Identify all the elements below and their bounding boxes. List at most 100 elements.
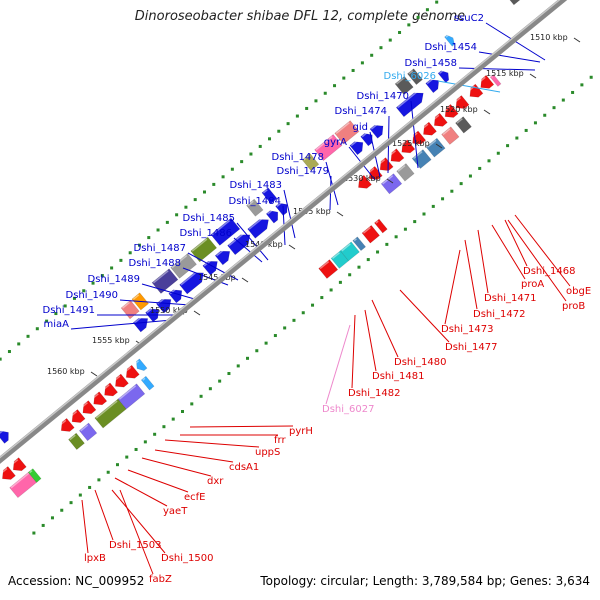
- tick-dot: [190, 402, 194, 406]
- leader-line: [514, 214, 571, 287]
- gene-label-lpxb: lpxB: [84, 553, 106, 564]
- tick-dot: [264, 341, 268, 345]
- tick-dot: [184, 205, 188, 209]
- tick-dot: [496, 151, 500, 155]
- tick-dot: [175, 213, 179, 217]
- backbone-highlight: [0, 0, 561, 459]
- genome-backbone: [0, 0, 568, 464]
- leader-line: [504, 219, 528, 267]
- tick-dot: [106, 470, 110, 474]
- tick-dot: [407, 23, 411, 27]
- tick-dot: [329, 288, 333, 292]
- forward-gene: [425, 77, 440, 94]
- gene-label-dshi_1468: Dshi_1468: [523, 266, 575, 277]
- scale-label: 1530 kbp: [343, 174, 381, 183]
- scale-tick: [386, 178, 394, 184]
- leader-line: [444, 249, 461, 325]
- tick-dot: [0, 357, 2, 361]
- tick-dot: [366, 258, 370, 262]
- tick-dot: [295, 114, 299, 118]
- tick-dot: [236, 364, 240, 368]
- reverse-gene: [420, 121, 437, 136]
- tick-dot: [32, 531, 36, 535]
- tick-dot: [249, 152, 253, 156]
- tick-dot: [277, 129, 281, 133]
- gene-label-cdsa1: cdsA1: [229, 462, 259, 473]
- tick-dot: [561, 98, 565, 102]
- scale-tick: [573, 37, 581, 43]
- tick-dot: [91, 281, 95, 285]
- tick-dot: [506, 144, 510, 148]
- forward-gene: [349, 139, 364, 156]
- scale-tick: [529, 73, 537, 79]
- tick-dot: [17, 342, 21, 346]
- reverse-gene-block: [117, 383, 146, 410]
- tick-dot: [376, 250, 380, 254]
- leader-line: [119, 299, 191, 306]
- tick-dot: [137, 243, 141, 247]
- forward-gene-block: [210, 217, 241, 246]
- leader-line: [127, 469, 189, 493]
- tick-dot: [370, 53, 374, 57]
- tick-dot: [283, 326, 287, 330]
- tick-dot: [515, 136, 519, 140]
- scale-label: 1555 kbp: [92, 336, 130, 345]
- tick-dot: [441, 197, 445, 201]
- tick-dot: [50, 516, 54, 520]
- tick-dot: [388, 38, 392, 42]
- forward-gene: [227, 231, 251, 256]
- leader-line: [410, 100, 419, 169]
- scale-tick: [90, 371, 98, 377]
- gene-label-dshi_1481: Dshi_1481: [372, 371, 424, 382]
- gene-label-yaet: yaeT: [163, 506, 188, 517]
- gene-label-dshi_1478: Dshi_1478: [272, 152, 324, 163]
- tick-dot: [435, 0, 439, 4]
- gene-label-dshi_1483: Dshi_1483: [230, 180, 282, 191]
- tick-dot: [351, 68, 355, 72]
- tick-dot: [134, 447, 138, 451]
- reverse-gene-block: [330, 250, 350, 269]
- tick-dot: [416, 15, 420, 19]
- reverse-gene: [112, 373, 129, 388]
- reverse-gene-block: [318, 259, 339, 279]
- gene-label-dshi_1489: Dshi_1489: [88, 274, 140, 285]
- forward-gene-block: [246, 198, 264, 217]
- leader-line: [325, 161, 339, 206]
- tick-dot: [54, 312, 58, 316]
- gene-label-gid: gid: [353, 122, 368, 133]
- forward-gene: [369, 122, 384, 139]
- tick-dot: [311, 303, 315, 307]
- gene-label-dshi_1472: Dshi_1472: [473, 309, 525, 320]
- leader-line: [399, 289, 450, 343]
- reverse-gene: [69, 409, 86, 423]
- leader-line: [141, 283, 199, 301]
- leader-line: [478, 51, 541, 63]
- gene-label-dshi_1491: Dshi_1491: [43, 305, 95, 316]
- gene-labels: 1510 kbp 1515 kbp 1520 kbp 1525 kbp 1530 kbp…: [43, 13, 592, 585]
- leader-line: [491, 224, 526, 280]
- forward-gene: [437, 69, 450, 84]
- tick-dot: [258, 144, 262, 148]
- reverse-gene-block: [425, 137, 446, 158]
- tick-dot: [171, 417, 175, 421]
- tick-dot: [41, 523, 45, 527]
- gene-label-ssuc2: ssuC2: [454, 13, 484, 24]
- tick-dot: [333, 84, 337, 88]
- leader-line: [437, 80, 501, 93]
- tick-dot: [338, 280, 342, 284]
- tick-dot: [72, 296, 76, 300]
- tick-dot: [7, 350, 11, 354]
- tick-dot: [425, 8, 429, 12]
- tick-dot: [193, 198, 197, 202]
- tick-dot: [156, 228, 160, 232]
- leader-line: [507, 219, 567, 302]
- reverse-gene: [453, 95, 470, 109]
- tick-dot: [305, 106, 309, 110]
- gene-label-dshi_1487: Dshi_1487: [134, 243, 186, 254]
- leader-line: [119, 489, 154, 575]
- leader-line: [233, 237, 263, 263]
- gene-label-dshi_1480: Dshi_1480: [394, 357, 446, 368]
- tick-dot: [533, 121, 537, 125]
- scale-label: 1545 kbp: [198, 273, 236, 282]
- scale-label: 1510 kbp: [530, 33, 568, 42]
